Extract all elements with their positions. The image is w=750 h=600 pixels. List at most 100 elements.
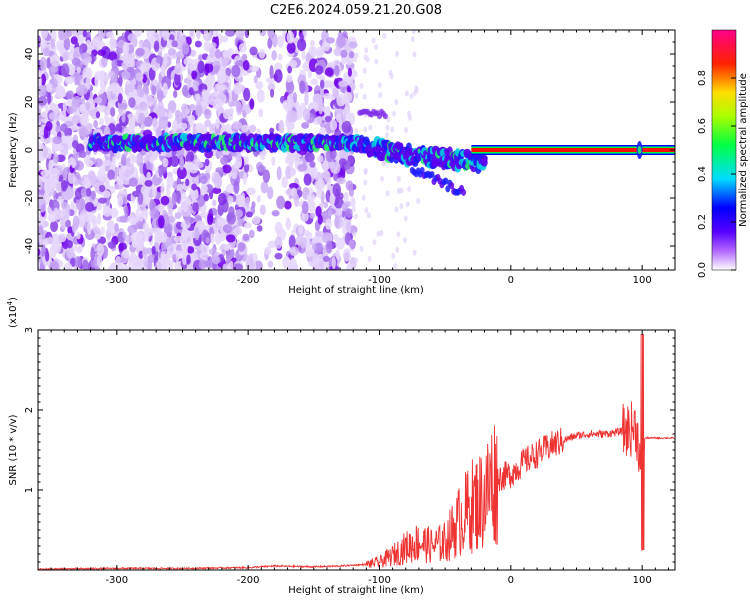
noise-blob bbox=[388, 69, 393, 76]
noise-blob bbox=[366, 212, 371, 219]
noise-blob bbox=[158, 231, 168, 243]
noise-blob bbox=[188, 63, 198, 71]
noise-blob bbox=[354, 257, 359, 264]
noise-blob bbox=[225, 30, 236, 37]
noise-blob bbox=[57, 30, 68, 41]
noise-blob bbox=[254, 260, 263, 270]
noise-blob bbox=[215, 118, 220, 130]
noise-blob bbox=[122, 41, 130, 56]
noise-blob bbox=[259, 204, 266, 216]
noise-blob bbox=[292, 91, 298, 104]
noise-blob bbox=[255, 81, 264, 90]
y-tick-label: 0 bbox=[24, 147, 35, 153]
colorbar-tick-label: 0.0 bbox=[697, 262, 708, 278]
noise-blob bbox=[156, 88, 164, 103]
noise-blob bbox=[213, 83, 221, 97]
noise-blob bbox=[363, 167, 368, 174]
noise-blob bbox=[309, 212, 316, 219]
noise-blob bbox=[171, 40, 179, 48]
noise-blob bbox=[143, 229, 150, 242]
noise-blob bbox=[416, 198, 421, 205]
figure-title: C2E6.2024.059.21.20.G08 bbox=[270, 3, 442, 18]
noise-blob bbox=[290, 59, 298, 69]
noise-blob bbox=[200, 185, 209, 193]
noise-blob bbox=[181, 42, 190, 55]
noise-blob bbox=[338, 80, 348, 88]
noise-blob bbox=[237, 195, 246, 208]
noise-blob bbox=[97, 212, 102, 225]
noise-blob bbox=[150, 207, 160, 221]
noise-blob bbox=[102, 190, 111, 199]
noise-blob bbox=[47, 92, 52, 105]
noise-blob bbox=[161, 242, 166, 251]
noise-blob bbox=[243, 222, 252, 229]
tone-spike bbox=[637, 146, 642, 154]
noise-blob bbox=[46, 57, 51, 70]
noise-blob bbox=[323, 201, 329, 209]
noise-blob bbox=[78, 125, 88, 137]
x-tick-label: -300 bbox=[105, 275, 128, 286]
noise-blob bbox=[234, 60, 245, 67]
noise-blob bbox=[88, 173, 96, 184]
noise-blob bbox=[160, 65, 166, 78]
x-tick-label: -200 bbox=[237, 275, 260, 286]
noise-blob bbox=[390, 126, 395, 133]
noise-blob bbox=[112, 156, 117, 163]
noise-blob bbox=[93, 226, 101, 234]
noise-blob bbox=[185, 161, 194, 168]
noise-blob bbox=[238, 43, 247, 53]
noise-blob bbox=[153, 30, 158, 39]
noise-blob bbox=[135, 72, 144, 82]
noise-blob bbox=[199, 175, 208, 185]
noise-blob bbox=[53, 207, 59, 216]
noise-blob bbox=[399, 203, 404, 210]
noise-blob bbox=[222, 50, 229, 59]
noise-blob bbox=[74, 187, 83, 200]
noise-blob bbox=[246, 187, 256, 196]
noise-blob bbox=[153, 149, 159, 158]
noise-blob bbox=[50, 172, 59, 186]
noise-blob bbox=[165, 39, 175, 49]
noise-blob bbox=[302, 108, 311, 122]
noise-blob bbox=[162, 157, 169, 168]
noise-blob bbox=[82, 58, 89, 66]
noise-blob bbox=[111, 59, 118, 69]
noise-blob bbox=[179, 156, 185, 171]
noise-blob bbox=[199, 251, 210, 260]
noise-blob bbox=[412, 51, 417, 58]
noise-blob bbox=[122, 231, 127, 239]
noise-blob bbox=[121, 112, 126, 123]
noise-blob bbox=[167, 110, 173, 120]
y-tick-label: -40 bbox=[24, 238, 35, 254]
noise-blob bbox=[181, 200, 189, 212]
noise-blob bbox=[242, 60, 250, 71]
noise-blob bbox=[241, 53, 248, 61]
noise-blob bbox=[108, 51, 118, 61]
noise-blob bbox=[212, 30, 219, 38]
noise-blob bbox=[50, 54, 61, 68]
noise-blob bbox=[341, 113, 347, 123]
noise-blob bbox=[331, 256, 336, 270]
noise-blob bbox=[218, 84, 227, 91]
noise-blob bbox=[118, 242, 127, 252]
noise-blob bbox=[281, 176, 288, 189]
noise-blob bbox=[256, 89, 265, 103]
noise-blob bbox=[56, 40, 64, 50]
noise-blob bbox=[128, 177, 138, 187]
noise-blob bbox=[131, 33, 137, 47]
noise-blob bbox=[71, 115, 81, 124]
noise-blob bbox=[359, 82, 364, 89]
noise-blob bbox=[306, 194, 316, 202]
noise-blob bbox=[156, 258, 166, 270]
noise-blob bbox=[111, 163, 116, 172]
noise-blob bbox=[332, 87, 339, 99]
noise-blob bbox=[313, 166, 318, 179]
noise-blob bbox=[196, 194, 206, 207]
noise-blob bbox=[285, 217, 291, 231]
noise-blob bbox=[205, 74, 216, 88]
noise-blob bbox=[117, 93, 123, 104]
colorbar-tick-label: 0.4 bbox=[697, 166, 708, 182]
noise-blob bbox=[262, 169, 271, 183]
noise-blob bbox=[60, 208, 66, 219]
noise-blob bbox=[269, 65, 274, 79]
